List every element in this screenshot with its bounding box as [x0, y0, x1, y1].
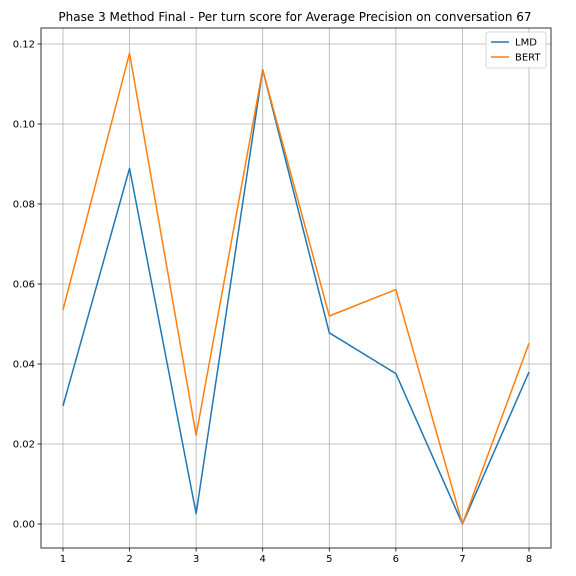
- x-tick-label: 6: [393, 554, 399, 565]
- x-tick-label: 2: [126, 554, 132, 565]
- legend-label-lmd: LMD: [515, 38, 537, 49]
- y-tick-label: 0.12: [13, 40, 35, 51]
- series-line-lmd: [62, 68, 530, 525]
- x-tick-label: 1: [60, 554, 66, 565]
- plot-frame: [40, 27, 552, 549]
- chart-title: Phase 3 Method Final - Per turn score fo…: [58, 10, 531, 24]
- y-tick-label: 0.08: [13, 200, 35, 211]
- x-tick-label: 8: [526, 554, 532, 565]
- legend-box: [485, 31, 547, 69]
- x-axis: 1 2 3 4 5 6 7 8: [60, 548, 532, 565]
- grid-lines: [41, 28, 551, 548]
- series-line-bert: [62, 52, 530, 525]
- x-tick-label: 3: [193, 554, 199, 565]
- y-tick-label: 0.04: [13, 360, 35, 371]
- x-tick-label: 4: [260, 554, 266, 565]
- x-tick-label: 5: [326, 554, 332, 565]
- legend: LMD BERT: [485, 31, 547, 69]
- y-tick-label: 0.00: [13, 520, 35, 531]
- y-axis: 0.00 0.02 0.04 0.06 0.08 0.10 0.12: [13, 40, 41, 531]
- y-tick-label: 0.02: [13, 440, 35, 451]
- legend-label-bert: BERT: [515, 53, 541, 64]
- y-tick-label: 0.10: [13, 120, 35, 131]
- x-tick-label: 7: [459, 554, 465, 565]
- y-tick-label: 0.06: [13, 280, 35, 291]
- series-lines: [62, 52, 530, 525]
